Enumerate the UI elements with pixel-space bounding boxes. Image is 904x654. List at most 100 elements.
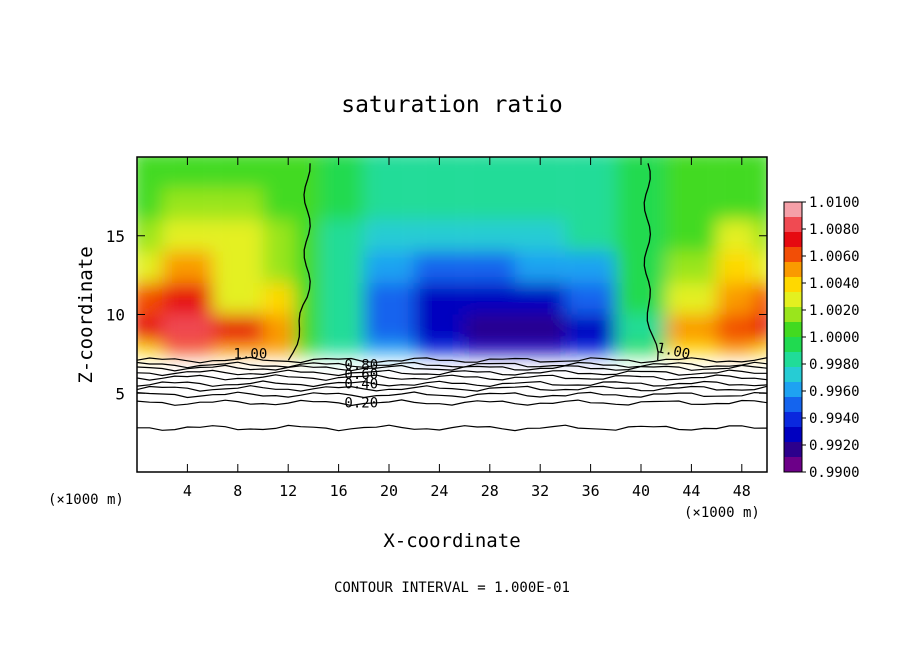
colorbar-swatch: [784, 352, 802, 368]
x-tick-label: 8: [233, 482, 242, 500]
heatmap-cell: [515, 157, 566, 189]
heatmap-cell: [363, 342, 415, 354]
heatmap-cell: [319, 251, 364, 283]
contour-line: [137, 380, 767, 388]
x-tick-label: 20: [380, 482, 398, 500]
y-tick-label: 15: [106, 227, 125, 246]
heatmap-cell: [363, 283, 415, 315]
heatmap-cell: [666, 314, 717, 343]
heatmap-cell: [137, 342, 163, 354]
x-axis-ticks: 4 8 12 16 20 24 28 32 36 40 44 48: [183, 157, 751, 500]
heatmap-cell: [414, 220, 465, 252]
heatmap-cell: [716, 157, 755, 189]
contour-label: 1.00: [655, 340, 691, 363]
y-axis-ticks: 5 10 15: [106, 227, 767, 403]
heatmap-cell: [464, 314, 515, 343]
heatmap-cell: [464, 220, 515, 252]
heatmap-cell: [319, 283, 364, 315]
heatmap-cell: [565, 157, 616, 189]
heatmap-cell: [294, 220, 320, 252]
heatmap-cell: [565, 283, 616, 315]
heatmap-cell: [263, 220, 295, 252]
heatmap-cell: [615, 220, 667, 252]
heatmap-cell: [754, 157, 767, 189]
heatmap-cell: [162, 314, 213, 343]
heatmap-cell: [162, 251, 213, 283]
y-tick-label: 5: [115, 384, 125, 403]
heatmap-cell: [137, 157, 163, 189]
heatmap-cell: [615, 251, 667, 283]
heatmap-cell: [615, 314, 667, 343]
heatmap-cell: [615, 342, 667, 354]
heatmap-cell: [137, 188, 163, 220]
x-tick-label: 28: [481, 482, 499, 500]
saturation-boundary-line: [643, 163, 659, 361]
heatmap-cell: [515, 314, 566, 343]
heatmap-cell: [414, 251, 465, 283]
contour-label: 0.60: [344, 367, 378, 383]
heatmap-cell: [565, 342, 616, 354]
heatmap-cell: [162, 220, 213, 252]
heatmap-cell: [263, 283, 295, 315]
heatmap-cell: [464, 188, 515, 220]
heatmap-cell: [263, 342, 295, 354]
heatmap-cell: [666, 220, 717, 252]
contour-line: [137, 399, 767, 407]
colorbar: 1.0100 1.0080 1.0060 1.0040 1.0020 1.0000 0.99…: [783, 195, 860, 481]
colorbar-ticks: 1.0100 1.0080 1.0060 1.0040 1.0020 1.0000 0.99…: [802, 195, 860, 481]
heatmap-cell: [754, 188, 767, 220]
heatmap-cell: [464, 283, 515, 315]
colorbar-tick-label: 1.0040: [809, 276, 860, 292]
heatmap-cell: [615, 188, 667, 220]
colorbar-swatch: [784, 412, 802, 428]
heatmap-cell: [515, 283, 566, 315]
heatmap-cell: [212, 157, 263, 189]
x-tick-label: 44: [682, 482, 700, 500]
chart-title: saturation ratio: [341, 92, 563, 118]
x-axis-label: X-coordinate: [383, 530, 520, 552]
colorbar-tick-label: 0.9960: [809, 384, 860, 400]
contour-line: [137, 374, 767, 381]
x-tick-label: 48: [733, 482, 751, 500]
heatmap-cell: [565, 220, 616, 252]
colorbar-swatch: [784, 457, 802, 473]
colorbar-tick-label: 0.9980: [809, 357, 860, 373]
heatmap-cell: [212, 342, 263, 354]
contour-line: [137, 424, 767, 432]
contour-label: 0.40: [344, 377, 378, 393]
heatmap-cell: [263, 188, 295, 220]
heatmap-cell: [464, 251, 515, 283]
heatmap-cell: [137, 283, 163, 315]
heatmap-cell: [162, 157, 213, 189]
heatmap-cell: [565, 251, 616, 283]
colorbar-tick-label: 1.0020: [809, 303, 860, 319]
x-unit-left: (×1000 m): [48, 492, 124, 508]
heatmap-cell: [263, 251, 295, 283]
heatmap-cell: [294, 314, 320, 343]
heatmap-cell: [137, 251, 163, 283]
colorbar-swatch: [784, 232, 802, 248]
colorbar-swatch: [784, 292, 802, 308]
saturation-boundary-line: [287, 163, 311, 361]
colorbar-tick-label: 0.9920: [809, 438, 860, 454]
heatmap-cell: [319, 188, 364, 220]
x-unit-right: (×1000 m): [684, 505, 760, 521]
x-tick-label: 16: [330, 482, 348, 500]
heatmap-cell: [263, 157, 295, 189]
heatmap-cell: [515, 251, 566, 283]
heatmap-cell: [515, 188, 566, 220]
heatmap-cell: [162, 188, 213, 220]
x-tick-label: 24: [430, 482, 448, 500]
y-axis-label: Z-coordinate: [75, 246, 97, 383]
heatmap-cell: [319, 157, 364, 189]
heatmap-cell: [464, 342, 515, 354]
heatmap-cell: [565, 314, 616, 343]
colorbar-swatch: [784, 322, 802, 338]
heatmap-cell: [319, 342, 364, 354]
heatmap-cell: [666, 157, 717, 189]
colorbar-tick-label: 0.9940: [809, 411, 860, 427]
heatmap-cell: [754, 251, 767, 283]
colorbar-swatch: [784, 337, 802, 353]
